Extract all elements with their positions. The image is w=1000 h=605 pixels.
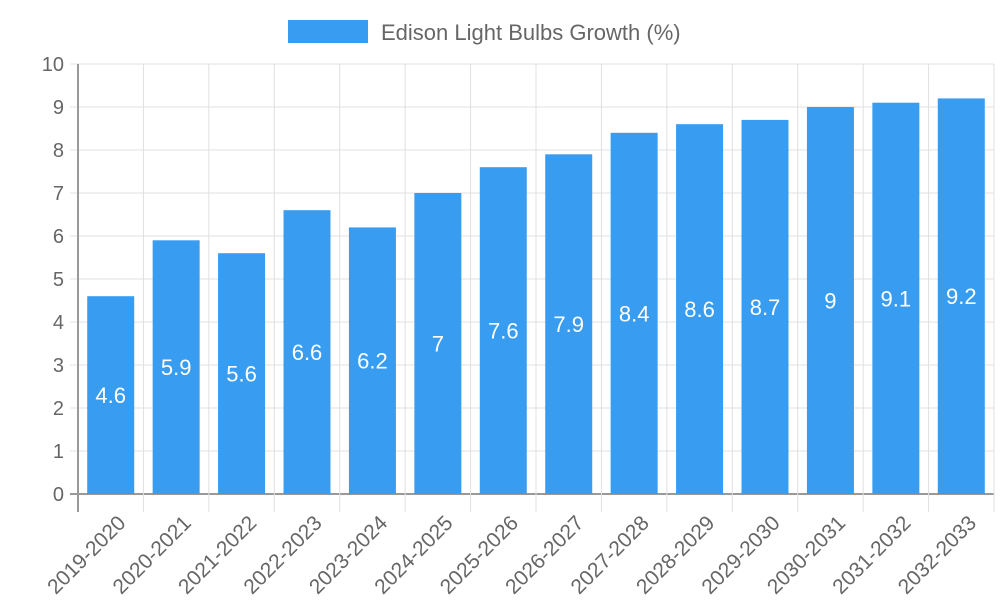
y-tick-label: 7 (53, 183, 64, 205)
bar-2028-2029[interactable] (676, 124, 724, 494)
bar-2024-2025[interactable] (414, 193, 462, 494)
data-label: 5.6 (226, 362, 257, 387)
bar-2019-2020[interactable] (87, 296, 135, 494)
bar-2023-2024[interactable] (348, 227, 396, 494)
legend-swatch (288, 20, 368, 43)
bar-2022-2023[interactable] (283, 210, 331, 494)
data-label: 9.2 (946, 284, 977, 309)
bar-2029-2030[interactable] (741, 119, 789, 495)
bar-2021-2022[interactable] (218, 253, 266, 494)
y-tick-label: 5 (53, 269, 64, 291)
y-tick-label: 0 (53, 484, 64, 506)
data-label: 7.9 (553, 312, 584, 337)
y-tick-label: 2 (53, 398, 64, 420)
bars: 4.6 5.9 5.6 6.6 6.2 7 7.6 7.9 8.4 8.6 8.7 9 9.1 9.2 (87, 98, 985, 495)
data-label: 4.6 (95, 383, 126, 408)
y-tick-label: 1 (53, 441, 64, 463)
y-tick-label: 8 (53, 140, 64, 162)
data-label: 6.2 (357, 349, 388, 374)
legend-label: Edison Light Bulbs Growth (%) (381, 20, 681, 45)
y-tick-label: 9 (53, 97, 64, 119)
y-tick-label: 10 (42, 54, 64, 76)
legend[interactable]: Edison Light Bulbs Growth (%) (288, 20, 681, 45)
data-label: 8.7 (750, 295, 781, 320)
y-tick-label: 6 (53, 226, 64, 248)
bar-2025-2026[interactable] (479, 167, 527, 494)
bar-2031-2032[interactable] (872, 102, 920, 494)
bar-2032-2033[interactable] (937, 98, 985, 495)
bar-2030-2031[interactable] (806, 107, 854, 494)
data-label: 8.6 (684, 297, 715, 322)
data-label: 7 (432, 332, 444, 357)
bar-2027-2028[interactable] (610, 132, 658, 495)
data-label: 7.6 (488, 319, 519, 344)
data-label: 6.6 (292, 340, 323, 365)
grid (70, 63, 995, 512)
y-tick-label: 4 (53, 312, 64, 334)
y-tick-label: 3 (53, 355, 64, 377)
data-label: 5.9 (161, 355, 192, 380)
data-label: 9.1 (881, 286, 912, 311)
data-label: 8.4 (619, 301, 650, 326)
bar-2020-2021[interactable] (152, 240, 200, 494)
data-label: 9 (824, 289, 836, 314)
bar-2026-2027[interactable] (545, 154, 593, 495)
